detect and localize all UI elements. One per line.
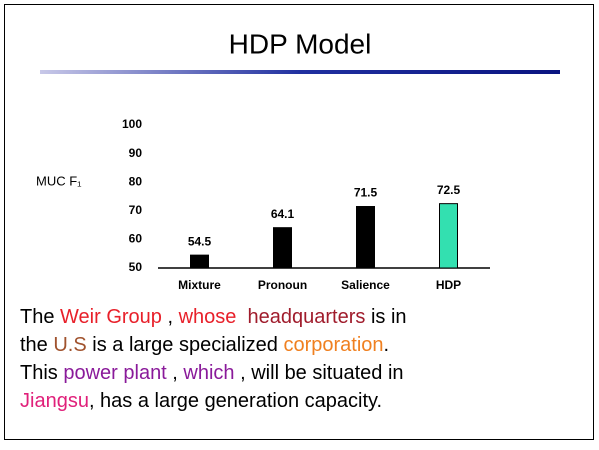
- slide-title: HDP Model: [229, 28, 372, 59]
- x-tick-label: Mixture: [178, 278, 221, 292]
- text-run: U.S: [53, 334, 86, 356]
- paragraph-line: The Weir Group , whose headquarters is i…: [20, 306, 407, 328]
- y-tick-label: 80: [129, 174, 143, 188]
- bar: [190, 254, 209, 269]
- y-tick-label: 70: [129, 203, 143, 217]
- text-run: The: [20, 306, 60, 328]
- text-run: This: [20, 362, 63, 384]
- text-run: corporation: [283, 334, 383, 356]
- text-run: Weir Group: [60, 306, 162, 328]
- slide-frame: [4, 4, 594, 440]
- text-run: is in: [365, 306, 406, 328]
- bar: [439, 203, 458, 269]
- paragraph-line: This power plant , which , will be situa…: [20, 362, 404, 384]
- text-run: .: [384, 334, 390, 356]
- x-tick-label: HDP: [436, 278, 461, 292]
- title-rule: [40, 70, 560, 74]
- y-tick-label: 100: [122, 117, 142, 131]
- text-run: headquarters: [242, 306, 365, 328]
- y-axis-label: MUC F₁: [36, 173, 82, 188]
- text-run: which: [182, 362, 234, 384]
- y-tick-label: 50: [129, 260, 143, 274]
- text-run: power plant: [63, 362, 167, 384]
- text-run: , will be situated in: [235, 362, 404, 384]
- x-tick-label: Salience: [341, 278, 390, 292]
- text-run: is a large specialized: [87, 334, 284, 356]
- text-run: the: [20, 334, 53, 356]
- text-run: Jiangsu: [20, 390, 89, 412]
- paragraph-line: the U.S is a large specialized corporati…: [20, 334, 389, 356]
- value-label: 54.5: [188, 234, 212, 248]
- value-label: 64.1: [271, 207, 295, 221]
- bar: [356, 206, 375, 269]
- value-label: 71.5: [354, 186, 378, 200]
- y-tick-label: 90: [129, 146, 143, 160]
- text-run: ,: [167, 362, 184, 384]
- value-label: 72.5: [437, 183, 461, 197]
- text-run: ,: [162, 306, 179, 328]
- y-tick-label: 60: [129, 232, 143, 246]
- text-run: whose: [178, 306, 242, 328]
- text-run: , has a large generation capacity.: [89, 390, 382, 412]
- bar: [273, 227, 292, 269]
- x-tick-label: Pronoun: [258, 278, 307, 292]
- paragraph-line: Jiangsu, has a large generation capacity…: [20, 390, 382, 412]
